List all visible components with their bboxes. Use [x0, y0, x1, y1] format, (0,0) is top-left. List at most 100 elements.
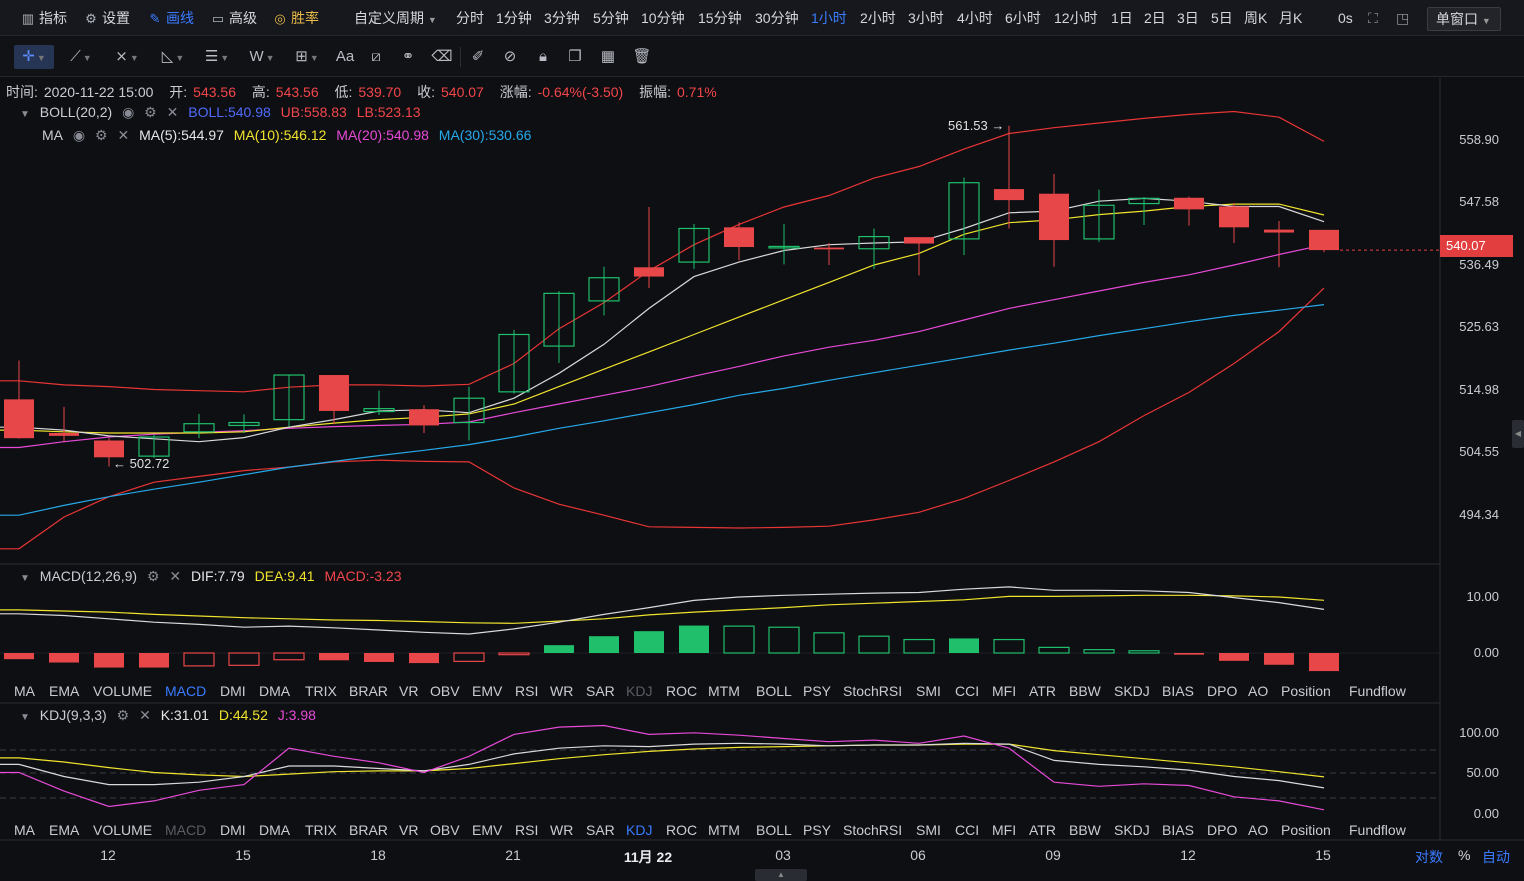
fullscreen-icon[interactable]: ⛶: [1368, 10, 1378, 26]
tab-atr[interactable]: ATR: [1029, 683, 1056, 699]
fib-tool[interactable]: ☰ ▼: [204, 48, 230, 65]
pencil-tool[interactable]: ✐: [466, 45, 490, 69]
tab-smi[interactable]: SMI: [916, 822, 941, 838]
hide-drawings-tool[interactable]: ⊘: [498, 45, 522, 69]
close-icon[interactable]: ✕: [166, 104, 179, 120]
measure-tool[interactable]: ⊞ ▼: [295, 48, 319, 65]
tab-bbw[interactable]: BBW: [1069, 822, 1101, 838]
tab-dpo[interactable]: DPO: [1207, 683, 1238, 699]
interval-16[interactable]: 5日: [1211, 10, 1233, 26]
interval-5[interactable]: 15分钟: [698, 10, 742, 26]
tab-rsi[interactable]: RSI: [515, 683, 539, 699]
tab-rsi[interactable]: RSI: [515, 822, 539, 838]
crosshair-tool[interactable]: ✛ ▼: [14, 45, 54, 69]
tab-fundflow[interactable]: Fundflow: [1349, 822, 1406, 838]
tab-boll[interactable]: BOLL: [756, 683, 792, 699]
pattern-tool[interactable]: W ▼: [249, 48, 275, 65]
tab-obv[interactable]: OBV: [430, 683, 460, 699]
win-rate-button[interactable]: ◎ 胜率: [272, 0, 319, 36]
interval-11[interactable]: 6小时: [1005, 10, 1041, 26]
eraser-tool[interactable]: ⌫: [430, 45, 454, 69]
tab-bbw[interactable]: BBW: [1069, 683, 1101, 699]
snap-tool[interactable]: ⚭: [396, 45, 420, 69]
indicator-button[interactable]: ▥ 指标: [20, 0, 67, 36]
tab-macd[interactable]: MACD: [165, 822, 207, 838]
tab-dma[interactable]: DMA: [259, 683, 291, 699]
collapse-icon[interactable]: ▼: [20, 712, 30, 723]
interval-2[interactable]: 3分钟: [544, 10, 580, 26]
log-scale-toggle[interactable]: 对数: [1415, 849, 1443, 865]
tab-atr[interactable]: ATR: [1029, 822, 1056, 838]
interval-12[interactable]: 12小时: [1054, 10, 1098, 26]
settings-button[interactable]: ⚙ 设置: [83, 0, 130, 36]
gear-icon[interactable]: ⚙: [144, 104, 157, 120]
interval-8[interactable]: 2小时: [860, 10, 896, 26]
tab-stochrsi[interactable]: StochRSI: [843, 683, 903, 699]
tab-ema[interactable]: EMA: [49, 822, 80, 838]
angle-tool[interactable]: ◺ ▼: [161, 48, 185, 65]
tab-kdj[interactable]: KDJ: [626, 683, 653, 699]
tab-bias[interactable]: BIAS: [1162, 822, 1194, 838]
interval-13[interactable]: 1日: [1111, 10, 1133, 26]
interval-3[interactable]: 5分钟: [593, 10, 629, 26]
window-icon[interactable]: ◳: [1396, 10, 1410, 26]
interval-18[interactable]: 月K: [1279, 10, 1303, 26]
tab-kdj[interactable]: KDJ: [626, 822, 653, 838]
tab-ema[interactable]: EMA: [49, 683, 80, 699]
collapse-icon[interactable]: ▼: [20, 109, 30, 120]
tab-emv[interactable]: EMV: [472, 822, 503, 838]
tab-cci[interactable]: CCI: [955, 822, 980, 838]
tab-sar[interactable]: SAR: [586, 822, 615, 838]
lock-tool[interactable]: 🔒︎: [531, 45, 555, 69]
tab-wr[interactable]: WR: [550, 683, 574, 699]
advanced-button[interactable]: ▭ 高级: [210, 0, 257, 36]
close-icon[interactable]: ✕: [139, 707, 151, 723]
interval-9[interactable]: 3小时: [908, 10, 944, 26]
delete-tool[interactable]: 🗑︎: [630, 45, 654, 69]
interval-1[interactable]: 1分钟: [496, 10, 532, 26]
magnet-tool[interactable]: ⧄: [364, 45, 388, 69]
eye-icon[interactable]: ◉: [122, 104, 135, 120]
close-icon[interactable]: ✕: [117, 127, 130, 143]
tab-macd[interactable]: MACD: [165, 683, 207, 699]
tab-stochrsi[interactable]: StochRSI: [843, 822, 903, 838]
tab-ma[interactable]: MA: [14, 822, 35, 838]
window-mode-select[interactable]: 单窗口 ▼: [1427, 7, 1501, 31]
tab-mfi[interactable]: MFI: [992, 822, 1017, 838]
collapse-icon[interactable]: ▼: [20, 573, 30, 584]
tab-psy[interactable]: PSY: [803, 683, 832, 699]
interval-17[interactable]: 周K: [1244, 10, 1268, 26]
trend-line-tool[interactable]: ⟋ ▼: [70, 48, 92, 65]
tab-volume[interactable]: VOLUME: [93, 683, 153, 699]
interval-6[interactable]: 30分钟: [755, 10, 799, 26]
tab-wr[interactable]: WR: [550, 822, 574, 838]
tab-dma[interactable]: DMA: [259, 822, 291, 838]
tab-mfi[interactable]: MFI: [992, 683, 1017, 699]
tab-trix[interactable]: TRIX: [305, 822, 337, 838]
auto-scale-toggle[interactable]: 自动: [1482, 849, 1510, 865]
interval-10[interactable]: 4小时: [957, 10, 993, 26]
close-icon[interactable]: ✕: [169, 568, 182, 584]
tab-boll[interactable]: BOLL: [756, 822, 792, 838]
ray-tool[interactable]: ⨯ ▼: [115, 48, 139, 65]
tab-roc[interactable]: ROC: [666, 683, 698, 699]
percent-scale-toggle[interactable]: %: [1458, 847, 1471, 863]
tab-emv[interactable]: EMV: [472, 683, 503, 699]
tab-skdj[interactable]: SKDJ: [1114, 683, 1150, 699]
gear-icon[interactable]: ⚙: [146, 568, 160, 584]
tab-ao[interactable]: AO: [1248, 683, 1269, 699]
tab-ma[interactable]: MA: [14, 683, 35, 699]
interval-14[interactable]: 2日: [1144, 10, 1166, 26]
tab-fundflow[interactable]: Fundflow: [1349, 683, 1406, 699]
gear-icon[interactable]: ⚙: [116, 707, 130, 723]
tab-obv[interactable]: OBV: [430, 822, 460, 838]
side-panel-handle[interactable]: ◀: [1512, 420, 1524, 448]
tab-dmi[interactable]: DMI: [220, 822, 246, 838]
template-tool[interactable]: ▦: [596, 45, 620, 69]
tab-vr[interactable]: VR: [399, 822, 419, 838]
tab-brar[interactable]: BRAR: [349, 822, 388, 838]
tab-ao[interactable]: AO: [1248, 822, 1269, 838]
tab-dmi[interactable]: DMI: [220, 683, 246, 699]
tab-mtm[interactable]: MTM: [708, 822, 740, 838]
